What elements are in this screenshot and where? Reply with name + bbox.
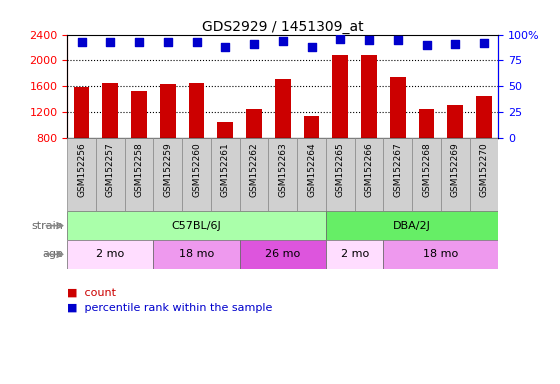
- Text: strain: strain: [31, 220, 63, 231]
- Bar: [297, 138, 326, 211]
- Text: 18 mo: 18 mo: [423, 249, 459, 260]
- Bar: [333, 55, 348, 138]
- Bar: [96, 138, 125, 211]
- Bar: [74, 87, 90, 138]
- Point: [77, 39, 86, 45]
- Text: 2 mo: 2 mo: [96, 249, 124, 260]
- Bar: [182, 138, 211, 211]
- Bar: [67, 211, 326, 240]
- Text: 2 mo: 2 mo: [340, 249, 369, 260]
- Text: GSM152269: GSM152269: [451, 142, 460, 197]
- Bar: [412, 138, 441, 211]
- Text: GSM152262: GSM152262: [250, 142, 259, 197]
- Point: [307, 44, 316, 50]
- Bar: [384, 138, 412, 211]
- Text: GSM152263: GSM152263: [278, 142, 287, 197]
- Text: GSM152264: GSM152264: [307, 142, 316, 197]
- Text: GSM152257: GSM152257: [106, 142, 115, 197]
- Point: [164, 39, 172, 45]
- Bar: [125, 138, 153, 211]
- Text: GSM152270: GSM152270: [479, 142, 488, 197]
- Bar: [153, 240, 240, 269]
- Bar: [246, 109, 262, 138]
- Bar: [67, 138, 96, 211]
- Title: GDS2929 / 1451309_at: GDS2929 / 1451309_at: [202, 20, 363, 33]
- Point: [479, 40, 488, 46]
- Text: 26 mo: 26 mo: [265, 249, 300, 260]
- Point: [106, 39, 115, 45]
- Text: GSM152256: GSM152256: [77, 142, 86, 197]
- Point: [336, 36, 345, 42]
- Bar: [268, 138, 297, 211]
- Point: [134, 39, 143, 45]
- Point: [422, 42, 431, 48]
- Bar: [240, 240, 326, 269]
- Bar: [67, 240, 153, 269]
- Bar: [189, 83, 204, 138]
- Point: [278, 38, 287, 44]
- Text: 18 mo: 18 mo: [179, 249, 214, 260]
- Text: GSM152260: GSM152260: [192, 142, 201, 197]
- Text: GSM152259: GSM152259: [164, 142, 172, 197]
- Bar: [354, 138, 384, 211]
- Bar: [384, 240, 498, 269]
- Bar: [361, 55, 377, 138]
- Bar: [326, 211, 498, 240]
- Point: [393, 37, 402, 43]
- Bar: [211, 138, 240, 211]
- Bar: [275, 79, 291, 138]
- Text: GSM152267: GSM152267: [393, 142, 402, 197]
- Point: [451, 41, 460, 47]
- Bar: [447, 105, 463, 138]
- Text: age: age: [42, 249, 63, 260]
- Text: ■  percentile rank within the sample: ■ percentile rank within the sample: [67, 303, 273, 313]
- Bar: [476, 96, 492, 138]
- Text: DBA/2J: DBA/2J: [393, 220, 431, 231]
- Text: GSM152261: GSM152261: [221, 142, 230, 197]
- Text: C57BL/6J: C57BL/6J: [172, 220, 221, 231]
- Point: [221, 44, 230, 50]
- Bar: [153, 138, 182, 211]
- Bar: [441, 138, 470, 211]
- Bar: [304, 116, 319, 138]
- Bar: [217, 122, 233, 138]
- Bar: [131, 91, 147, 138]
- Text: ■  count: ■ count: [67, 288, 116, 298]
- Point: [192, 39, 201, 45]
- Bar: [326, 138, 354, 211]
- Text: GSM152258: GSM152258: [134, 142, 143, 197]
- Bar: [470, 138, 498, 211]
- Text: GSM152265: GSM152265: [336, 142, 345, 197]
- Bar: [419, 109, 435, 138]
- Bar: [240, 138, 268, 211]
- Text: GSM152266: GSM152266: [365, 142, 374, 197]
- Bar: [160, 84, 176, 138]
- Bar: [102, 83, 118, 138]
- Bar: [390, 77, 405, 138]
- Point: [365, 37, 374, 43]
- Point: [250, 41, 259, 47]
- Bar: [326, 240, 384, 269]
- Text: GSM152268: GSM152268: [422, 142, 431, 197]
